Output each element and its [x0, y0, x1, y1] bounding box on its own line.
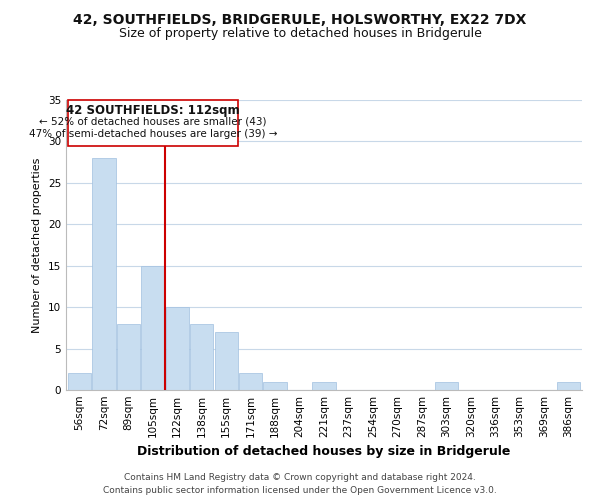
Text: Contains HM Land Registry data © Crown copyright and database right 2024.: Contains HM Land Registry data © Crown c… — [124, 474, 476, 482]
Bar — [215, 332, 238, 390]
Bar — [117, 324, 140, 390]
Bar — [68, 374, 91, 390]
Bar — [92, 158, 116, 390]
Bar — [434, 382, 458, 390]
Y-axis label: Number of detached properties: Number of detached properties — [32, 158, 43, 332]
Bar — [313, 382, 335, 390]
Bar — [557, 382, 580, 390]
Text: ← 52% of detached houses are smaller (43): ← 52% of detached houses are smaller (43… — [40, 116, 267, 126]
Text: 47% of semi-detached houses are larger (39) →: 47% of semi-detached houses are larger (… — [29, 129, 277, 139]
X-axis label: Distribution of detached houses by size in Bridgerule: Distribution of detached houses by size … — [137, 446, 511, 458]
Text: Contains public sector information licensed under the Open Government Licence v3: Contains public sector information licen… — [103, 486, 497, 495]
Bar — [239, 374, 262, 390]
Text: 42, SOUTHFIELDS, BRIDGERULE, HOLSWORTHY, EX22 7DX: 42, SOUTHFIELDS, BRIDGERULE, HOLSWORTHY,… — [73, 12, 527, 26]
Bar — [141, 266, 164, 390]
Text: Size of property relative to detached houses in Bridgerule: Size of property relative to detached ho… — [119, 28, 481, 40]
Bar — [263, 382, 287, 390]
Text: 42 SOUTHFIELDS: 112sqm: 42 SOUTHFIELDS: 112sqm — [66, 104, 240, 117]
FancyBboxPatch shape — [68, 100, 238, 146]
Bar — [166, 307, 189, 390]
Bar — [190, 324, 214, 390]
